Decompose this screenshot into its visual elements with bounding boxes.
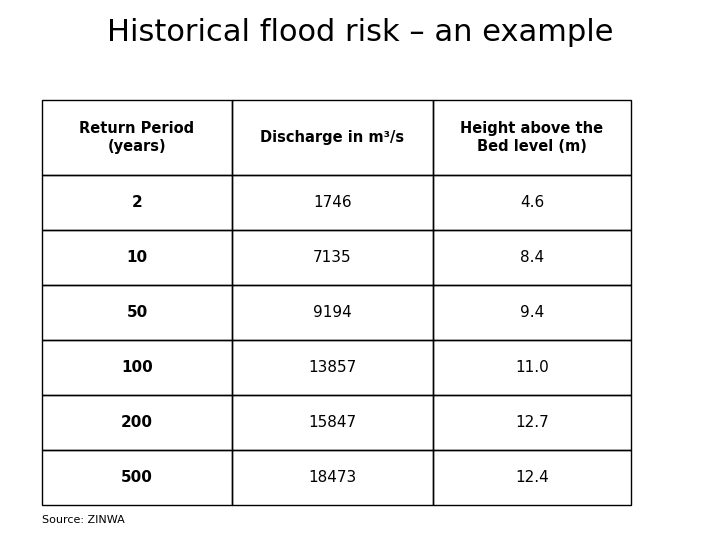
Text: 2: 2 (132, 195, 143, 210)
Text: Discharge in m³/s: Discharge in m³/s (261, 130, 405, 145)
Text: 50: 50 (127, 305, 148, 320)
Text: 13857: 13857 (308, 360, 356, 375)
Text: Return Period
(years): Return Period (years) (79, 122, 194, 154)
Text: Source: ZINWA: Source: ZINWA (42, 515, 125, 525)
Text: 4.6: 4.6 (520, 195, 544, 210)
Text: 15847: 15847 (308, 415, 356, 430)
Text: Historical flood risk – an example: Historical flood risk – an example (107, 18, 613, 47)
Text: 11.0: 11.0 (515, 360, 549, 375)
Text: 100: 100 (121, 360, 153, 375)
Text: Height above the
Bed level (m): Height above the Bed level (m) (460, 122, 603, 154)
Text: 500: 500 (121, 470, 153, 485)
Text: 9.4: 9.4 (520, 305, 544, 320)
Text: 10: 10 (127, 250, 148, 265)
Text: 200: 200 (121, 415, 153, 430)
Text: 1746: 1746 (313, 195, 352, 210)
Text: 12.4: 12.4 (515, 470, 549, 485)
Text: 8.4: 8.4 (520, 250, 544, 265)
Text: 9194: 9194 (313, 305, 352, 320)
Text: 18473: 18473 (308, 470, 356, 485)
Text: 7135: 7135 (313, 250, 352, 265)
Text: 12.7: 12.7 (515, 415, 549, 430)
